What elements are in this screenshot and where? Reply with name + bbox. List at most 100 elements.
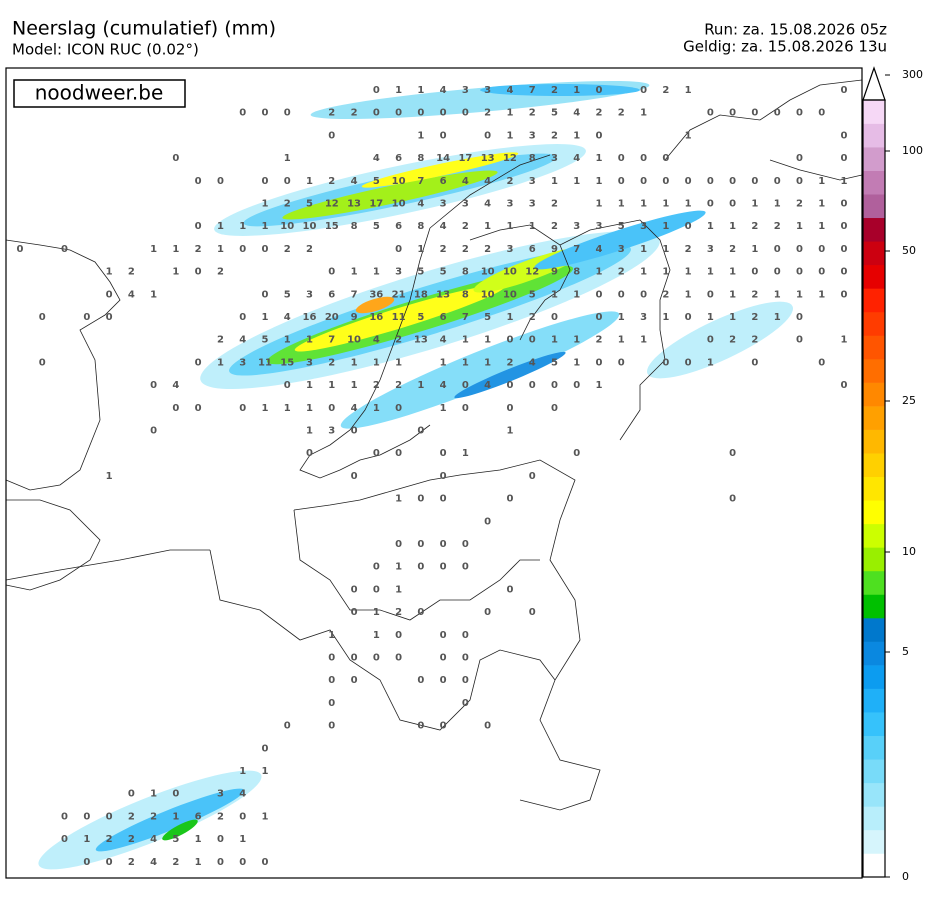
precip-field — [38, 80, 793, 870]
station-value: 0 — [195, 176, 202, 187]
station-value: 1 — [751, 244, 758, 255]
colorbar-band — [863, 359, 885, 383]
station-value: 0 — [818, 267, 825, 278]
station-value: 0 — [351, 584, 358, 595]
station-value: 2 — [751, 289, 758, 300]
station-value: 0 — [417, 562, 424, 573]
station-value: 5 — [529, 289, 536, 300]
station-value: 0 — [328, 653, 335, 664]
station-value: 2 — [551, 221, 558, 232]
station-value: 4 — [351, 176, 358, 187]
station-value: 3 — [462, 85, 469, 96]
station-value: 0 — [106, 312, 113, 323]
station-value: 0 — [685, 312, 692, 323]
station-value: 0 — [440, 494, 447, 505]
station-value: 13 — [414, 335, 428, 346]
station-value: 0 — [841, 267, 848, 278]
station-value: 1 — [685, 85, 692, 96]
station-value: 0 — [751, 357, 758, 368]
station-value: 0 — [796, 176, 803, 187]
station-value: 0 — [462, 698, 469, 709]
station-value: 1 — [729, 221, 736, 232]
station-value: 3 — [573, 221, 580, 232]
station-value: 0 — [506, 380, 513, 391]
station-value: 1 — [239, 221, 246, 232]
station-value: 1 — [573, 130, 580, 141]
station-value: 0 — [83, 857, 90, 868]
station-value: 2 — [529, 108, 536, 119]
station-value: 0 — [373, 653, 380, 664]
station-value: 2 — [796, 199, 803, 210]
station-value: 17 — [458, 153, 472, 164]
station-value: 2 — [328, 357, 335, 368]
station-value: 1 — [618, 312, 625, 323]
station-value: 3 — [306, 357, 313, 368]
station-value: 4 — [573, 108, 580, 119]
station-value: 0 — [128, 789, 135, 800]
station-value: 1 — [573, 357, 580, 368]
station-value: 20 — [325, 312, 339, 323]
station-value: 0 — [351, 471, 358, 482]
station-value: 17 — [369, 199, 383, 210]
station-value: 0 — [484, 607, 491, 618]
station-value: 0 — [61, 244, 68, 255]
station-value: 1 — [217, 221, 224, 232]
station-value: 1 — [217, 244, 224, 255]
station-value: 1 — [239, 766, 246, 777]
station-value: 4 — [284, 312, 291, 323]
station-value: 2 — [106, 834, 113, 845]
colorbar-band — [863, 288, 885, 313]
station-value: 4 — [440, 335, 447, 346]
station-value: 1 — [506, 312, 513, 323]
station-value: 0 — [618, 357, 625, 368]
station-value: 5 — [440, 267, 447, 278]
station-value: 1 — [596, 176, 603, 187]
station-value: 2 — [217, 335, 224, 346]
station-value: 0 — [261, 289, 268, 300]
station-value: 0 — [818, 244, 825, 255]
station-value: 1 — [640, 267, 647, 278]
station-value: 4 — [440, 380, 447, 391]
station-value: 1 — [774, 199, 781, 210]
station-value: 5 — [261, 335, 268, 346]
station-value: 3 — [596, 221, 603, 232]
station-value: 7 — [573, 244, 580, 255]
station-value: 2 — [395, 380, 402, 391]
station-value: 0 — [239, 108, 246, 119]
station-value: 0 — [395, 539, 402, 550]
station-value: 5 — [551, 357, 558, 368]
station-value: 0 — [685, 357, 692, 368]
station-value: 1 — [373, 403, 380, 414]
station-value: 2 — [306, 244, 313, 255]
station-value: 0 — [195, 267, 202, 278]
station-value: 0 — [351, 426, 358, 437]
station-value: 0 — [39, 357, 46, 368]
station-value: 0 — [440, 630, 447, 641]
station-value: 1 — [774, 289, 781, 300]
station-value: 5 — [417, 267, 424, 278]
station-value: 1 — [729, 289, 736, 300]
station-value: 0 — [506, 335, 513, 346]
station-value: 0 — [328, 403, 335, 414]
station-value: 2 — [128, 834, 135, 845]
station-value: 0 — [284, 380, 291, 391]
station-value: 2 — [284, 244, 291, 255]
station-value: 5 — [373, 221, 380, 232]
colorbar-band — [863, 194, 885, 219]
station-value: 1 — [707, 357, 714, 368]
station-value: 1 — [729, 267, 736, 278]
station-value: 8 — [417, 221, 424, 232]
station-value: 0 — [239, 811, 246, 822]
station-value: 1 — [596, 267, 603, 278]
station-value: 0 — [306, 448, 313, 459]
station-value: 0 — [796, 153, 803, 164]
station-value: 0 — [841, 244, 848, 255]
station-value: 3 — [484, 85, 491, 96]
station-value: 9 — [351, 312, 358, 323]
station-value: 0 — [685, 176, 692, 187]
station-value: 8 — [529, 153, 536, 164]
station-value: 0 — [484, 130, 491, 141]
station-value: 1 — [707, 221, 714, 232]
station-value: 0 — [373, 85, 380, 96]
station-value: 4 — [128, 289, 135, 300]
